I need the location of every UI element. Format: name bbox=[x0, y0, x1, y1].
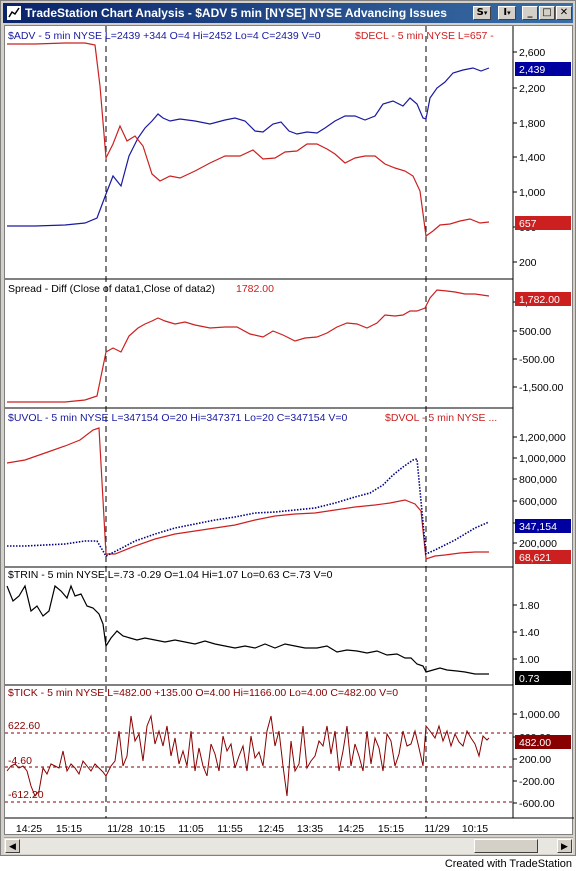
spread-tick-label: -1,500.00 bbox=[519, 382, 564, 394]
adv-line bbox=[7, 67, 490, 227]
tick-header: $TICK - 5 min NYSE L=482.00 +135.00 O=4.… bbox=[8, 687, 398, 699]
app-chart-icon bbox=[7, 6, 21, 20]
tick-value-text: 482.00 bbox=[519, 737, 551, 749]
spread-tick-label: 500.00 bbox=[519, 326, 551, 338]
chart-canvas[interactable]: $ADV - 5 min NYSE L=2439 +344 O=4 Hi=245… bbox=[5, 26, 574, 836]
time-axis-label: 12:45 bbox=[258, 823, 284, 835]
trin-tick-label: 1.40 bbox=[519, 627, 540, 639]
time-axis-label: 10:15 bbox=[139, 823, 165, 835]
dvol-value-text: 68,621 bbox=[519, 552, 551, 564]
adv-tick-label: 200 bbox=[519, 257, 537, 269]
adv-header: $ADV - 5 min NYSE L=2439 +344 O=4 Hi=245… bbox=[8, 30, 321, 42]
tick-lower-band-label: -612.20 bbox=[8, 789, 44, 801]
spread-value-badge bbox=[515, 292, 571, 306]
adv-tick-label: 2,200 bbox=[519, 83, 545, 95]
spread-header: Spread - Diff (Close of data1,Close of d… bbox=[8, 283, 215, 295]
decl-header: $DECL - 5 min NYSE L=657 - bbox=[355, 30, 494, 42]
horizontal-scrollbar[interactable]: ◀ ▶ bbox=[4, 837, 573, 854]
trin-value-badge bbox=[515, 671, 571, 685]
dvol-header: $DVOL - 5 min NYSE ... bbox=[385, 412, 497, 424]
scroll-thumb[interactable] bbox=[474, 839, 538, 853]
tick-line bbox=[6, 714, 490, 797]
dvol-value-badge bbox=[515, 550, 571, 564]
trin-tick-label: 1.80 bbox=[519, 600, 540, 612]
uvol-tick-label: 1,000,000 bbox=[519, 453, 566, 465]
uvol-tick-label: 1,200,000 bbox=[519, 432, 566, 444]
decl-value-badge bbox=[515, 216, 571, 230]
tick-tick-label: 200.00 bbox=[519, 754, 551, 766]
trin-value-text: 0.73 bbox=[519, 673, 540, 685]
adv-tick-label: 1,800 bbox=[519, 118, 545, 130]
time-axis-label: 10:15 bbox=[462, 823, 488, 835]
uvol-line bbox=[7, 457, 490, 558]
minimize-button[interactable]: _ bbox=[522, 6, 538, 20]
footer-credit: Created with TradeStation bbox=[444, 858, 572, 870]
decl-line bbox=[7, 42, 490, 238]
adv-value-text: 2,439 bbox=[519, 64, 545, 76]
tick-tick-label: -600.00 bbox=[519, 798, 555, 810]
maximize-button[interactable]: □ bbox=[539, 6, 555, 20]
tick-tick-label: 1,000.00 bbox=[519, 709, 560, 721]
adv-tick-label: 2,600 bbox=[519, 47, 545, 59]
tick-tick-label: -200.00 bbox=[519, 776, 555, 788]
time-axis-label: 14:25 bbox=[16, 823, 42, 835]
style-button[interactable]: S▾ bbox=[473, 6, 491, 20]
time-axis-label: 11:05 bbox=[178, 823, 204, 835]
uvol-tick-label: 800,000 bbox=[519, 474, 557, 486]
time-axis-label: 14:25 bbox=[338, 823, 364, 835]
spread-tick-label: -500.00 bbox=[519, 354, 555, 366]
trin-line bbox=[6, 584, 489, 675]
time-axis-label: 11/29 bbox=[424, 823, 450, 835]
decl-value-text: 657 bbox=[519, 218, 537, 230]
time-axis-label: 13:35 bbox=[297, 823, 323, 835]
spread-value-header: 1782.00 bbox=[236, 283, 274, 295]
window-title: TradeStation Chart Analysis - $ADV 5 min… bbox=[25, 6, 447, 20]
trin-tick-label: 1.00 bbox=[519, 654, 540, 666]
spread-value-text: 1,782.00 bbox=[519, 294, 560, 306]
uvol-header: $UVOL - 5 min NYSE L=347154 O=20 Hi=3473… bbox=[8, 412, 348, 424]
dvol-line bbox=[6, 427, 489, 560]
spread-line bbox=[7, 289, 490, 403]
adv-tick-label: 1,000 bbox=[519, 187, 545, 199]
time-axis-label: 11/28 bbox=[107, 823, 133, 835]
tick-value-badge bbox=[515, 735, 571, 749]
trin-header: $TRIN - 5 min NYSE L=.73 -0.29 O=1.04 Hi… bbox=[8, 569, 333, 581]
close-button[interactable]: ✕ bbox=[556, 6, 572, 20]
uvol-tick-label: 600,000 bbox=[519, 496, 557, 508]
uvol-tick-label: 200,000 bbox=[519, 538, 557, 550]
title-bar[interactable]: TradeStation Chart Analysis - $ADV 5 min… bbox=[3, 3, 573, 23]
uvol-value-badge bbox=[515, 519, 571, 533]
tick-upper-band-label: 622.60 bbox=[8, 720, 40, 732]
chart-area[interactable]: $ADV - 5 min NYSE L=2439 +344 O=4 Hi=245… bbox=[4, 25, 574, 836]
symbol-button[interactable]: I▾ bbox=[498, 6, 516, 20]
scroll-left-icon[interactable]: ◀ bbox=[5, 839, 20, 853]
uvol-value-text: 347,154 bbox=[519, 521, 557, 533]
time-axis-label: 15:15 bbox=[378, 823, 404, 835]
adv-value-badge bbox=[515, 62, 571, 76]
adv-tick-label: 1,400 bbox=[519, 152, 545, 164]
time-axis-label: 11:55 bbox=[217, 823, 243, 835]
time-axis-label: 15:15 bbox=[56, 823, 82, 835]
scroll-right-icon[interactable]: ▶ bbox=[557, 839, 572, 853]
